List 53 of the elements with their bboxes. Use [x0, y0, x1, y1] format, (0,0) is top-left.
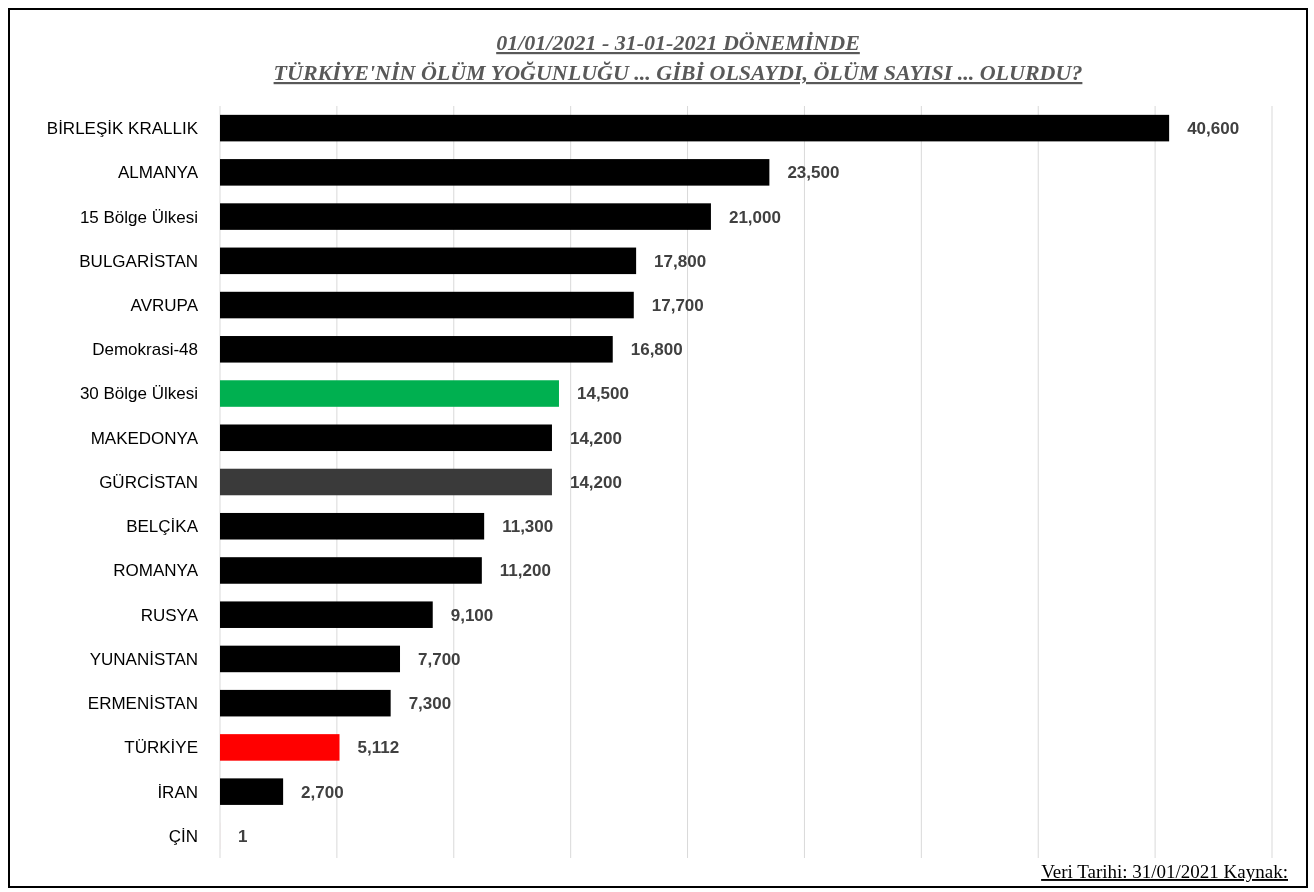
y-tick-label: ALMANYA	[118, 163, 199, 183]
bar	[220, 689, 391, 717]
data-label: 11,300	[502, 517, 554, 537]
data-label: 9,100	[450, 605, 494, 625]
y-tick-label: BİRLEŞİK KRALLIK	[46, 119, 199, 139]
data-label: 40,600	[1187, 119, 1240, 139]
data-label: 21,000	[728, 207, 781, 227]
chart-subtitle: TÜRKİYE'NİN ÖLÜM YOĞUNLUĞU ... GİBİ OLSAYDI, ÖLÜM SAYISI ... OLURDU?	[273, 60, 1083, 85]
bar	[220, 203, 711, 230]
y-tick-label: YUNANİSTAN	[89, 649, 198, 669]
data-label: 14,200	[569, 472, 622, 492]
y-tick-label: İRAN	[157, 782, 198, 802]
bar	[220, 380, 559, 407]
y-tick-label: ROMANYA	[113, 561, 199, 581]
bar	[220, 778, 284, 805]
data-label: 14,500	[576, 384, 629, 404]
data-label: 16,800	[630, 340, 683, 360]
data-label: 7,700	[418, 649, 461, 669]
y-tick-label: ERMENİSTAN	[87, 694, 198, 714]
data-label: 5,112	[357, 738, 400, 758]
y-tick-label: 30 Bölge Ülkesi	[79, 384, 198, 404]
bar	[220, 601, 433, 628]
data-label: 17,700	[651, 296, 704, 316]
data-label: 17,800	[654, 251, 707, 271]
text: Veri Tarihi: 31/01/2021 Kaynak:	[1041, 861, 1288, 882]
chart-title: 01/01/2021 - 31-01-2021 DÖNEMİNDE	[496, 30, 860, 55]
data-label: 2,700	[301, 782, 344, 802]
bar	[220, 557, 482, 584]
bar	[220, 468, 552, 496]
bar	[220, 291, 634, 319]
data-label: 1	[238, 826, 248, 846]
bar	[220, 114, 1170, 142]
y-tick-label: ÇİN	[168, 826, 198, 846]
data-label: 23,500	[787, 163, 840, 183]
bar	[220, 336, 613, 363]
y-tick-label: MAKEDONYA	[90, 428, 199, 448]
data-label: 14,200	[569, 428, 622, 448]
bar	[220, 247, 637, 275]
data-label: 7,300	[408, 694, 452, 714]
y-tick-label: GÜRCİSTAN	[99, 472, 198, 492]
bar	[220, 645, 401, 673]
y-tick-label: AVRUPA	[130, 296, 199, 316]
y-tick-label: Demokrasi-48	[92, 340, 198, 360]
bar	[220, 424, 552, 452]
y-tick-label: 15 Bölge Ülkesi	[79, 207, 198, 227]
bar	[220, 512, 485, 540]
bar	[220, 734, 340, 761]
y-tick-label: TÜRKİYE	[124, 738, 198, 758]
data-label: 11,200	[499, 561, 551, 581]
bar	[220, 159, 770, 186]
y-tick-label: BULGARİSTAN	[79, 251, 198, 271]
y-tick-label: BELÇİKA	[126, 517, 199, 537]
y-tick-label: RUSYA	[140, 605, 199, 625]
